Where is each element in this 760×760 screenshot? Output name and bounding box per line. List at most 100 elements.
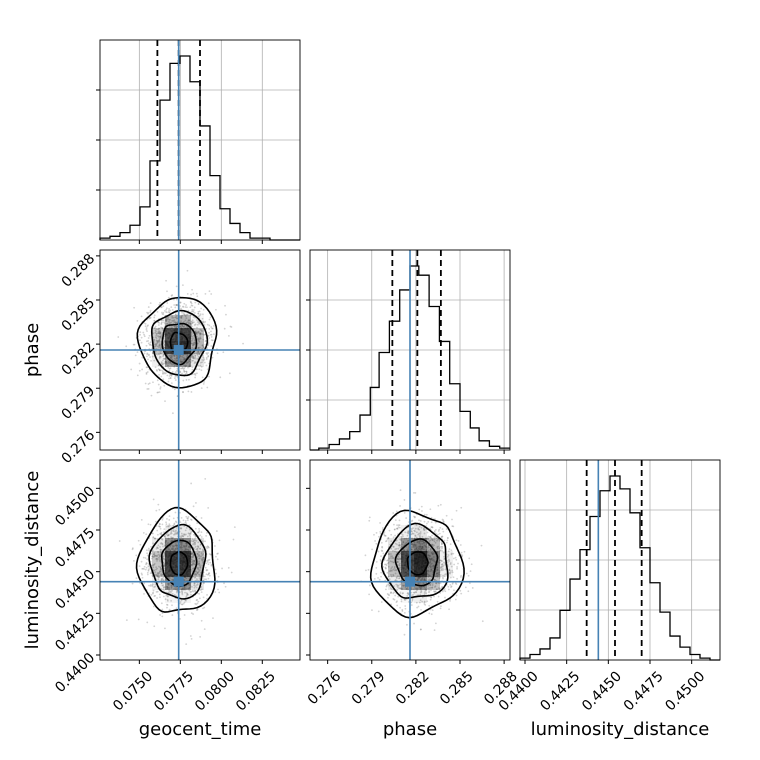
sample-point — [427, 521, 429, 523]
sample-point — [186, 306, 188, 308]
sample-point — [153, 625, 155, 627]
sample-point — [388, 594, 390, 596]
density-cell — [178, 551, 191, 564]
sample-point — [171, 294, 173, 296]
sample-point — [139, 334, 141, 336]
sample-point — [137, 374, 139, 376]
sample-point — [202, 376, 204, 378]
sample-point — [217, 589, 219, 591]
sample-point — [138, 619, 140, 621]
sample-point — [420, 520, 422, 522]
sample-point — [443, 521, 445, 523]
sample-point — [205, 535, 207, 537]
sample-point — [207, 545, 209, 547]
sample-point — [195, 528, 197, 530]
sample-point — [431, 613, 433, 615]
sample-point — [428, 613, 430, 615]
xtick-label-luminosity_distance: 0.4475 — [621, 668, 667, 714]
sample-point — [152, 533, 154, 535]
sample-point — [207, 569, 209, 571]
sample-point — [459, 590, 461, 592]
sample-point — [148, 548, 150, 550]
sample-point — [199, 310, 201, 312]
xtick-label-geocent_time: 0.0825 — [233, 668, 279, 714]
sample-point — [148, 306, 150, 308]
sample-point — [146, 558, 148, 560]
sample-point — [440, 605, 442, 607]
sample-point — [198, 528, 200, 530]
sample-point — [143, 593, 145, 595]
sample-point — [208, 302, 210, 304]
sample-point — [206, 532, 208, 534]
sample-point — [429, 536, 431, 538]
sample-point — [384, 564, 386, 566]
sample-point — [176, 607, 178, 609]
sample-point — [150, 546, 152, 548]
sample-point — [218, 592, 220, 594]
sample-point — [224, 305, 226, 307]
sample-point — [192, 311, 194, 313]
sample-point — [193, 505, 195, 507]
sample-point — [197, 532, 199, 534]
density-cell — [152, 315, 165, 328]
sample-point — [169, 609, 171, 611]
sample-point — [161, 602, 163, 604]
sample-point — [194, 312, 196, 314]
sample-point — [158, 525, 160, 527]
sample-point — [216, 553, 218, 555]
sample-point — [152, 381, 154, 383]
sample-point — [143, 334, 145, 336]
sample-point — [404, 512, 406, 514]
sample-point — [180, 301, 182, 303]
panel-hist-geocent_time — [96, 40, 300, 244]
sample-point — [426, 523, 428, 525]
sample-point — [163, 596, 165, 598]
sample-point — [176, 370, 178, 372]
sample-point — [147, 358, 149, 360]
sample-point — [208, 376, 210, 378]
sample-point — [378, 536, 380, 538]
sample-point — [145, 383, 147, 385]
xlabel-luminosity_distance: luminosity_distance — [531, 719, 710, 740]
sample-point — [198, 593, 200, 595]
sample-point — [205, 293, 207, 295]
sample-point — [380, 572, 382, 574]
sample-point — [229, 372, 231, 374]
sample-point — [439, 527, 441, 529]
sample-point — [208, 325, 210, 327]
sample-point — [394, 595, 396, 597]
panel-content — [100, 460, 300, 660]
sample-point — [192, 369, 194, 371]
sample-point — [434, 629, 436, 631]
sample-point — [139, 544, 141, 546]
sample-point — [141, 315, 143, 317]
sample-point — [194, 307, 196, 309]
sample-point — [460, 507, 462, 509]
sample-point — [399, 607, 401, 609]
sample-point — [159, 523, 161, 525]
sample-point — [470, 570, 472, 572]
sample-point — [461, 554, 463, 556]
sample-point — [190, 518, 192, 520]
sample-point — [168, 308, 170, 310]
sample-point — [159, 594, 161, 596]
sample-point — [174, 388, 176, 390]
sample-point — [146, 327, 148, 329]
sample-point — [119, 540, 121, 542]
sample-point — [404, 499, 406, 501]
sample-point — [395, 519, 397, 521]
sample-point — [133, 560, 135, 562]
sample-point — [385, 588, 387, 590]
sample-point — [428, 605, 430, 607]
sample-point — [147, 572, 149, 574]
sample-point — [163, 528, 165, 530]
sample-point — [136, 577, 138, 579]
sample-point — [212, 339, 214, 341]
xtick-label-phase: 0.279 — [349, 668, 389, 708]
sample-point — [199, 636, 201, 638]
sample-point — [206, 387, 208, 389]
sample-point — [215, 573, 217, 575]
sample-point — [157, 311, 159, 313]
sample-point — [397, 596, 399, 598]
sample-point — [194, 377, 196, 379]
